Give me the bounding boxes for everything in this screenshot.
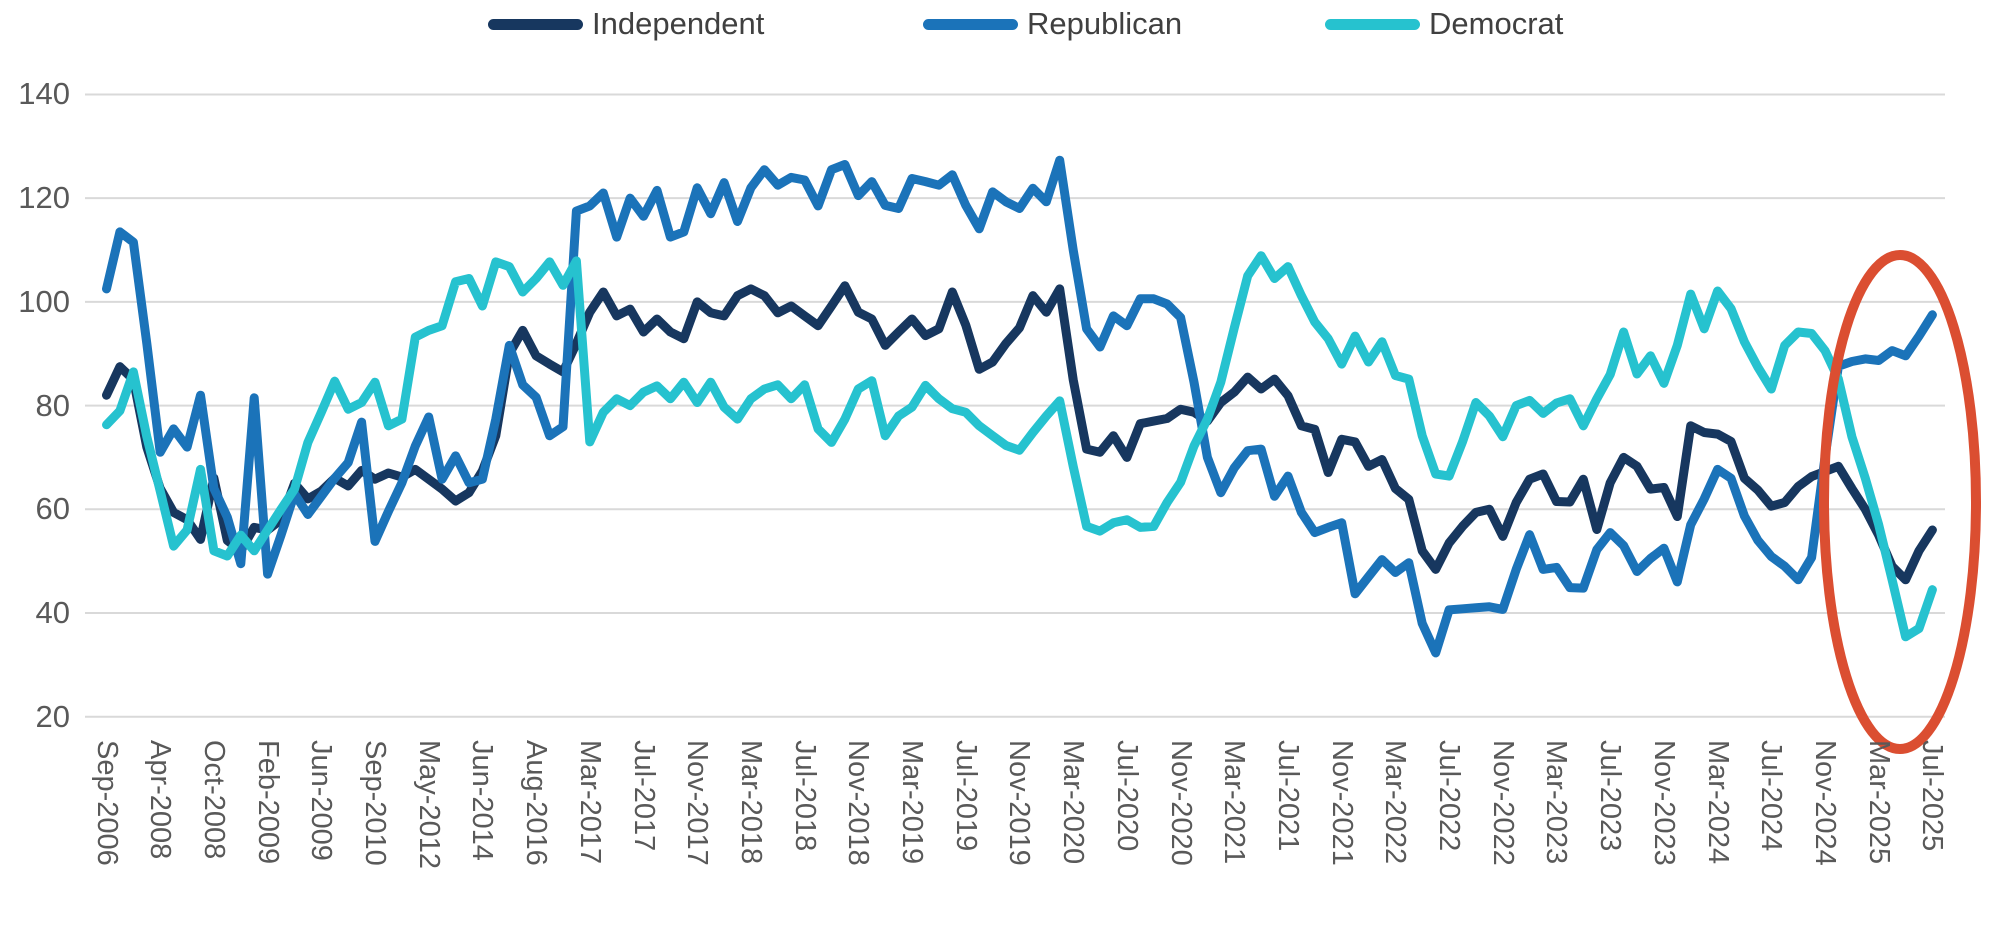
x-tick-label-nov-2018: Nov-2018 — [842, 740, 875, 866]
legend-item-republican: Republican — [923, 2, 1182, 46]
y-tick-label-120: 120 — [18, 180, 70, 216]
x-tick-label-jul-2022: Jul-2022 — [1433, 740, 1466, 852]
x-tick-label-mar-2023: Mar-2023 — [1540, 740, 1573, 865]
x-tick-label-jun-2009: Jun-2009 — [305, 740, 338, 861]
x-tick-label-aug-2016: Aug-2016 — [520, 740, 553, 866]
x-tick-label-nov-2021: Nov-2021 — [1325, 740, 1358, 866]
legend-line-swatch-democrat — [1325, 18, 1420, 30]
legend-label-republican: Republican — [1027, 6, 1183, 41]
x-tick-label-nov-2024: Nov-2024 — [1809, 740, 1841, 866]
legend-label-democrat: Democrat — [1429, 6, 1564, 41]
x-tick-label-nov-2022: Nov-2022 — [1486, 740, 1519, 866]
x-tick-label-jul-2025: Jul-2025 — [1916, 740, 1949, 852]
y-tick-label-100: 100 — [18, 283, 70, 319]
x-tick-label-mar-2021: Mar-2021 — [1218, 740, 1251, 865]
highlight-ellipse-annotation — [1819, 250, 1981, 754]
x-tick-label-sep-2010: Sep-2010 — [359, 740, 392, 866]
x-tick-label-nov-2023: Nov-2023 — [1647, 740, 1680, 866]
x-tick-label-apr-2008: Apr-2008 — [144, 740, 177, 860]
x-tick-label-mar-2024: Mar-2024 — [1701, 740, 1734, 865]
x-tick-label-jul-2021: Jul-2021 — [1271, 740, 1304, 852]
x-tick-label-mar-2020: Mar-2020 — [1057, 740, 1090, 865]
y-tick-label-80: 80 — [35, 387, 70, 423]
series-line-republican — [102, 155, 1937, 658]
x-tick-label-may-2012: May-2012 — [412, 740, 445, 869]
x-tick-label-jul-2017: Jul-2017 — [627, 740, 660, 852]
x-tick-label-mar-2018: Mar-2018 — [734, 740, 767, 865]
x-tick-label-jul-2019: Jul-2019 — [949, 740, 982, 852]
legend-item-independent: Independent — [488, 2, 764, 46]
legend-line-swatch-independent — [488, 18, 583, 30]
x-tick-label-mar-2025: Mar-2025 — [1862, 740, 1895, 865]
x-tick-label-oct-2008: Oct-2008 — [197, 740, 230, 860]
legend-line-swatch-republican — [923, 18, 1018, 30]
legend-item-democrat: Democrat — [1325, 2, 1563, 46]
x-tick-label-jul-2024: Jul-2024 — [1755, 740, 1788, 852]
x-tick-label-mar-2022: Mar-2022 — [1379, 740, 1412, 865]
y-tick-label-60: 60 — [35, 491, 70, 527]
y-tick-label-20: 20 — [35, 698, 70, 734]
x-tick-label-mar-2019: Mar-2019 — [896, 740, 929, 865]
x-tick-label-jul-2023: Jul-2023 — [1594, 740, 1627, 852]
legend-label-independent: Independent — [592, 6, 765, 41]
x-tick-label-nov-2020: Nov-2020 — [1164, 740, 1197, 866]
x-tick-label-nov-2019: Nov-2019 — [1003, 740, 1036, 866]
x-tick-label-jul-2018: Jul-2018 — [788, 740, 821, 852]
y-tick-label-40: 40 — [35, 594, 70, 630]
x-tick-label-jul-2020: Jul-2020 — [1110, 740, 1143, 852]
series-line-democrat — [102, 251, 1937, 642]
x-tick-label-mar-2017: Mar-2017 — [573, 740, 606, 865]
x-tick-label-nov-2017: Nov-2017 — [681, 740, 714, 866]
x-tick-label-jun-2014: Jun-2014 — [466, 740, 499, 861]
gridlines — [85, 93, 1945, 718]
x-tick-label-feb-2009: Feb-2009 — [251, 740, 284, 865]
series-line-independent — [102, 281, 1937, 585]
x-tick-label-sep-2006: Sep-2006 — [90, 740, 123, 866]
y-tick-label-140: 140 — [18, 76, 70, 112]
